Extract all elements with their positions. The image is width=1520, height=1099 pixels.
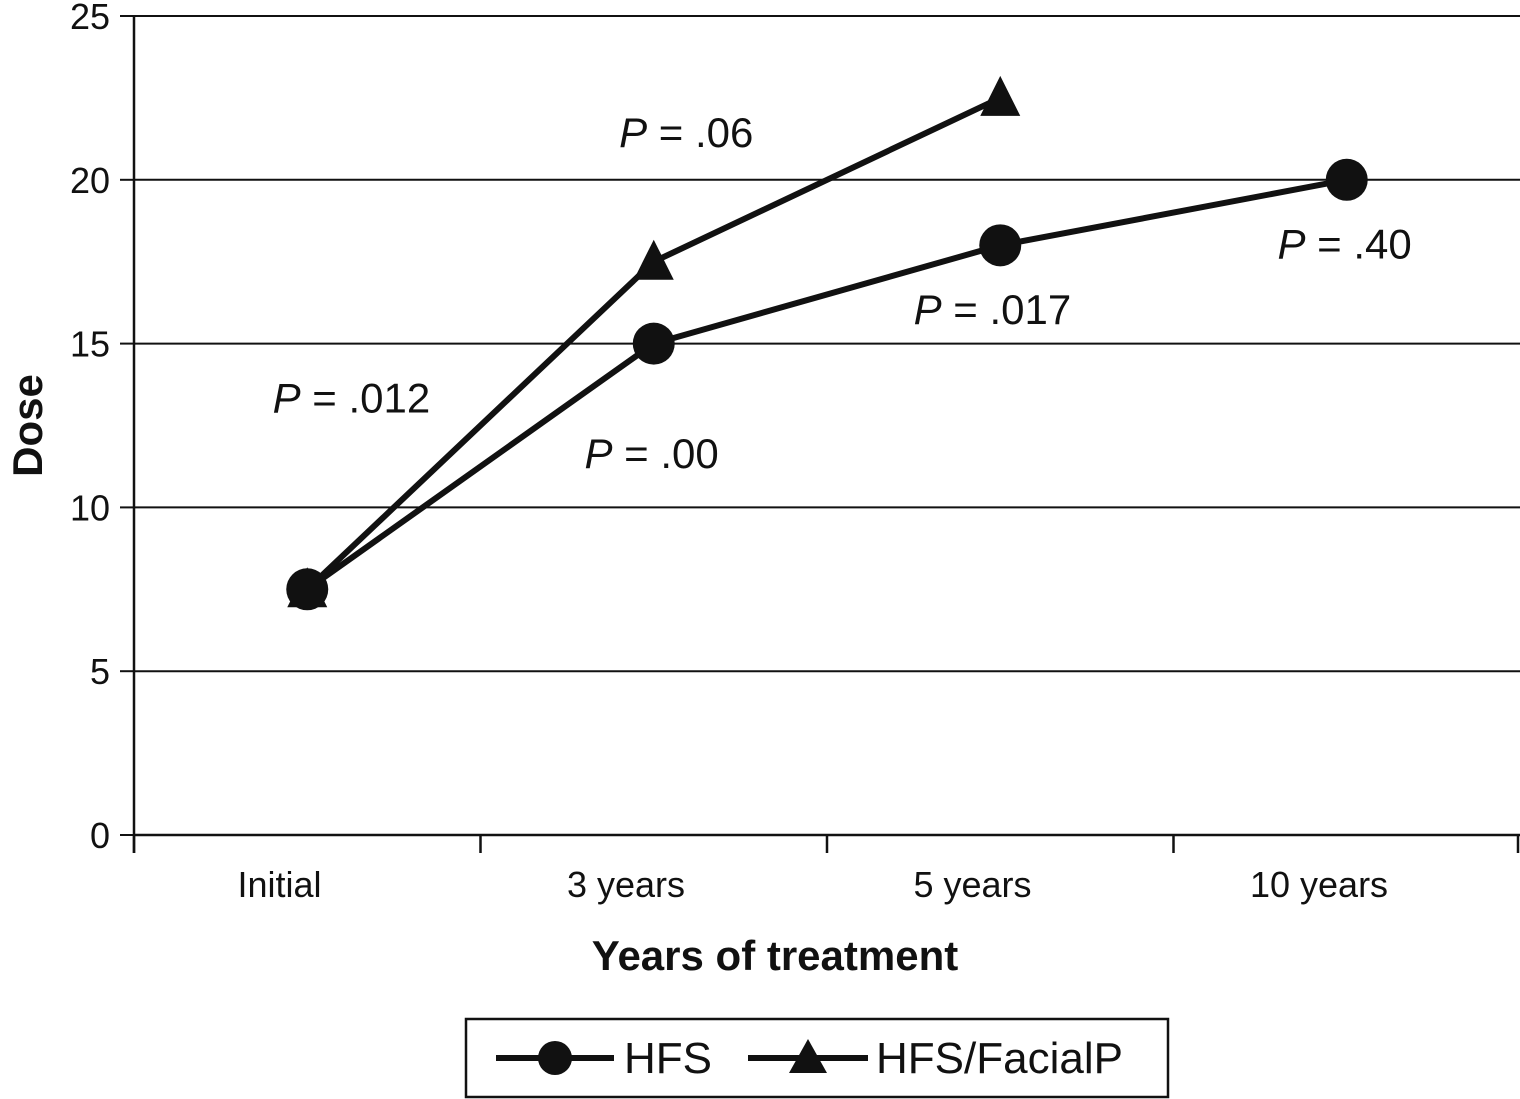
x-tick-label-3: 10 years: [1250, 864, 1388, 905]
point-s0-0: [286, 568, 329, 611]
y-tick-labels: 0 5 10 15 20 25: [70, 0, 110, 856]
legend-marker-hfs: [538, 1041, 572, 1075]
annotation-1: P = .00: [584, 430, 718, 477]
axes: [132, 16, 1520, 853]
annotation-4: P = .40: [1277, 220, 1411, 267]
point-s0-2: [979, 224, 1022, 267]
legend: HFS HFS/FacialP: [464, 1017, 1170, 1099]
point-s1-1: [633, 239, 674, 280]
legend-label-hfs: HFS: [624, 1034, 712, 1083]
y-tick-label-0: 0: [90, 815, 110, 856]
y-tick-label-5: 5: [90, 651, 110, 692]
point-s0-3: [1325, 158, 1368, 201]
x-tick-label-1: 3 years: [567, 864, 685, 905]
y-tick-label-15: 15: [70, 324, 110, 365]
series-group: [286, 75, 1368, 611]
x-tick-label-2: 5 years: [913, 864, 1031, 905]
annotation-0: P = .012: [273, 374, 431, 421]
y-tick-label-25: 25: [70, 0, 110, 37]
series-line-0: [305, 176, 1348, 592]
x-tick-labels: Initial 3 years 5 years 10 years: [238, 864, 1389, 905]
x-tick-label-0: Initial: [238, 864, 322, 905]
annotations: P = .012 P = .00 P = .06 P = .017 P = .40: [273, 109, 1412, 477]
y-tick-label-20: 20: [70, 160, 110, 201]
y-tick-label-10: 10: [70, 487, 110, 528]
x-axis-title: Years of treatment: [592, 932, 958, 979]
point-s0-1: [632, 322, 675, 365]
annotation-2: P = .06: [619, 109, 753, 156]
legend-label-hfs-facialp: HFS/FacialP: [876, 1034, 1123, 1083]
y-axis-title: Dose: [4, 374, 51, 477]
gridlines: [120, 15, 1520, 836]
point-s1-2: [980, 75, 1021, 116]
legend-marker-hfs-facialp: [789, 1039, 827, 1073]
annotation-3: P = .017: [914, 286, 1072, 333]
